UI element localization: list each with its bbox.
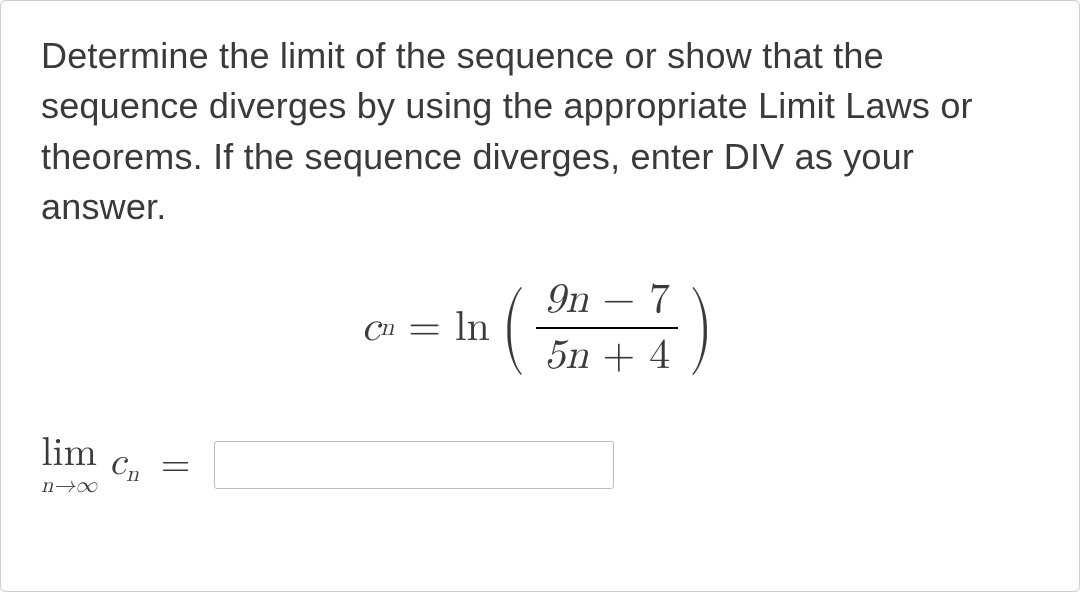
- sequence-definition: cn = ln ( 9n − 7 5n + 4 ): [41, 273, 1039, 383]
- function-ln: ln: [455, 303, 490, 353]
- answer-input[interactable]: [214, 441, 614, 489]
- lhs-variable: c: [362, 303, 381, 353]
- right-paren: ): [689, 292, 713, 363]
- problem-statement: Determine the limit of the sequence or s…: [41, 31, 1039, 233]
- numerator: 9n − 7: [536, 273, 678, 327]
- equals-sign: =: [408, 303, 441, 353]
- left-paren: (: [501, 292, 525, 363]
- answer-row: lim n→∞ cn =: [41, 433, 1039, 497]
- lhs-subscript: n: [380, 313, 394, 343]
- denominator: 5n + 4: [536, 329, 678, 383]
- answer-equals: =: [161, 442, 191, 488]
- limit-variable: cn: [109, 440, 139, 489]
- limit-operator: lim n→∞: [41, 433, 97, 497]
- lim-subscript: n→∞: [41, 475, 97, 497]
- paren-group: ( 9n − 7 5n + 4 ): [496, 273, 719, 383]
- fraction: 9n − 7 5n + 4: [536, 273, 678, 383]
- lim-text: lim: [41, 433, 97, 473]
